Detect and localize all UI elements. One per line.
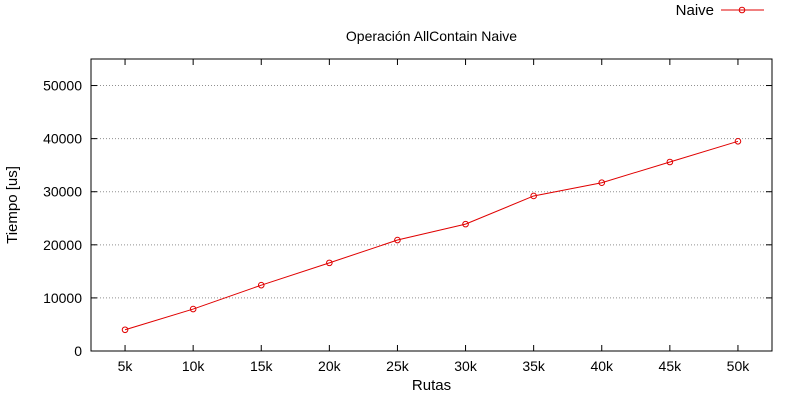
y-axis-label: Tiempo [us] [4,166,21,244]
x-tick-label: 40k [590,358,614,374]
y-tick-label: 10000 [43,290,82,306]
series-line-naive [124,140,739,331]
y-tick-label: 50000 [43,78,82,94]
chart-title: Operación AllContain Naive [346,28,517,44]
x-tick-label: 15k [250,358,274,374]
legend-marker-naive [738,6,746,14]
x-tick-label: 50k [727,358,751,374]
data-point [734,137,742,145]
x-tick-label: 45k [659,358,683,374]
data-point [462,220,469,228]
x-tick-label: 20k [318,358,342,374]
y-tick-label: 30000 [43,184,82,200]
x-tick-label: 10k [182,358,206,374]
x-tick-label: 30k [454,358,478,374]
data-point [666,158,674,166]
axis-ticks: 0 10000 20000 30000 40000 50000 5k 10k 15k 20k 25k… [43,59,772,374]
x-tick-label: 35k [522,358,546,374]
data-point [530,192,537,200]
data-point [394,236,401,244]
legend: Naive [676,2,764,19]
y-tick-label: 40000 [43,131,82,147]
data-point [189,305,197,313]
y-tick-label: 0 [74,343,82,359]
x-tick-label: 5k [118,358,134,374]
x-tick-label: 25k [386,358,410,374]
plot-frame [90,58,773,352]
grid [91,85,772,299]
series-layer [121,137,742,334]
y-tick-label: 20000 [43,237,82,253]
data-point [121,326,129,334]
data-point [598,179,606,187]
data-point [326,259,333,267]
x-axis-label: Rutas [412,377,451,394]
data-point [257,281,265,289]
legend-label-naive: Naive [676,2,714,19]
